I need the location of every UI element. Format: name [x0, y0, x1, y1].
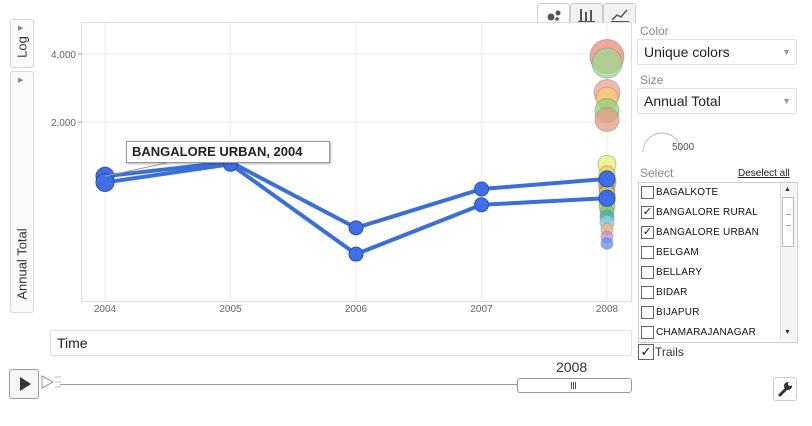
play-button[interactable] [9, 369, 39, 399]
item-checkbox[interactable] [641, 266, 654, 279]
caret-right-icon: ▶ [18, 25, 24, 32]
bubble [600, 236, 614, 250]
trail-point [598, 170, 616, 188]
scroll-down-arrow-icon[interactable]: ▼ [784, 329, 791, 336]
current-year-label: 2008 [556, 359, 588, 375]
color-label: Color [640, 24, 669, 38]
item-label: BANGALORE RURAL [656, 207, 758, 218]
speed-icon [41, 375, 61, 389]
list-item[interactable]: BAGALKOTE [639, 183, 781, 203]
trail-point [474, 181, 489, 197]
color-value: Unique colors [644, 44, 730, 60]
list-item[interactable]: BELLARY [639, 263, 781, 283]
bubble-tooltip: BANGALORE URBAN, 2004 [126, 141, 330, 163]
size-legend-value: 5000 [672, 142, 695, 153]
list-item[interactable]: BIDAR [639, 283, 781, 303]
select-label: Select [640, 166, 674, 180]
bubble-chart-icon [547, 10, 561, 21]
time-slider-handle[interactable] [517, 378, 632, 393]
trail-point [348, 220, 364, 236]
color-selector[interactable]: Unique colors ▼ [637, 39, 797, 65]
trails-label: Trails [655, 345, 684, 359]
scroll-up-arrow-icon[interactable]: ▲ [784, 186, 791, 193]
item-checkbox[interactable] [641, 246, 654, 259]
chevron-down-icon: ▼ [782, 96, 791, 106]
bubble-chart-tab[interactable] [537, 3, 570, 24]
time-slider-track[interactable] [60, 384, 630, 385]
deselect-all-link[interactable]: Deselect all [738, 168, 790, 179]
tooltip-text: BANGALORE URBAN, 2004 [132, 144, 303, 159]
y-tick-label: 4,000 [51, 50, 76, 61]
x-axis-metric-label: Time [57, 335, 88, 351]
log-scale-toggle[interactable]: ▶ Log [10, 19, 34, 68]
chevron-down-icon: ▼ [782, 47, 791, 57]
trail-point [474, 197, 489, 213]
line-chart-tab[interactable] [603, 3, 636, 23]
item-label: BANGALORE URBAN [656, 227, 760, 238]
item-checkbox[interactable] [641, 286, 654, 299]
item-checkbox[interactable] [641, 326, 654, 339]
list-item[interactable]: ✓ BANGALORE RURAL [639, 203, 781, 223]
settings-button[interactable] [773, 377, 797, 401]
play-icon [20, 377, 31, 391]
item-checkbox[interactable]: ✓ [641, 206, 654, 219]
x-tick-label: 2007 [470, 304, 493, 315]
trail-point [598, 189, 616, 207]
size-value: Annual Total [644, 93, 721, 109]
scroll-thumb[interactable] [782, 197, 794, 247]
list-item[interactable]: BIJAPUR [639, 303, 781, 323]
item-checkbox[interactable] [641, 186, 654, 199]
plot-area[interactable] [81, 22, 632, 302]
bubble [591, 47, 623, 79]
list-item[interactable]: CHAMARAJANAGAR [639, 323, 781, 342]
line-chart-icon [611, 9, 629, 22]
y-tick-label: 2,000 [51, 118, 76, 129]
x-axis-metric-selector[interactable]: Time [50, 330, 632, 356]
size-legend-icon [642, 132, 682, 153]
list-scrollbar[interactable]: ▲ ▼ [780, 183, 796, 340]
item-checkbox[interactable]: ✓ [641, 226, 654, 239]
x-tick-label: 2006 [345, 304, 368, 315]
size-selector[interactable]: Annual Total ▼ [637, 88, 797, 114]
list-item[interactable]: ✓ BANGALORE URBAN [639, 223, 781, 243]
item-label: CHAMARAJANAGAR [656, 327, 757, 338]
x-tick-label: 2004 [94, 304, 117, 315]
size-label: Size [640, 73, 664, 87]
y-axis-metric-selector[interactable]: ▶ Annual Total [10, 71, 34, 313]
trail-point [348, 246, 364, 262]
item-label: BELLARY [656, 267, 703, 278]
speed-control[interactable] [41, 374, 61, 392]
trail-point [95, 172, 115, 192]
wrench-icon [778, 382, 792, 397]
entity-list: BAGALKOTE ✓ BANGALORE RURAL ✓ BANGALORE URBA… [638, 182, 798, 343]
bar-chart-tab[interactable] [570, 3, 603, 23]
bubble [594, 107, 620, 133]
item-label: BELGAM [656, 247, 699, 258]
trails-checkbox[interactable]: ✓ [638, 344, 654, 360]
item-label: BAGALKOTE [656, 187, 719, 198]
x-tick-label: 2005 [219, 304, 242, 315]
item-label: BIJAPUR [656, 307, 700, 318]
caret-right-icon: ▶ [18, 77, 24, 84]
list-item[interactable]: BELGAM [639, 243, 781, 263]
x-tick-label: 2008 [596, 304, 619, 315]
item-checkbox[interactable] [641, 306, 654, 319]
item-label: BIDAR [656, 287, 688, 298]
bar-chart-icon [578, 9, 595, 22]
